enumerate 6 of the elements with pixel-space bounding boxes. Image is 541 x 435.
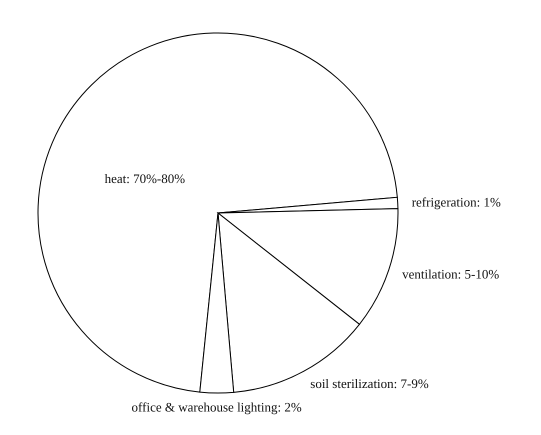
slice-label: heat: 70%-80% <box>104 170 186 186</box>
slice-label: ventilation: 5-10% <box>402 266 500 282</box>
slice-label: soil sterilization: 7-9% <box>310 376 429 392</box>
slice-label: office & warehouse lighting: 2% <box>132 399 302 414</box>
pie-slice <box>38 32 398 393</box>
slice-label: refrigeration: 1% <box>412 194 502 210</box>
